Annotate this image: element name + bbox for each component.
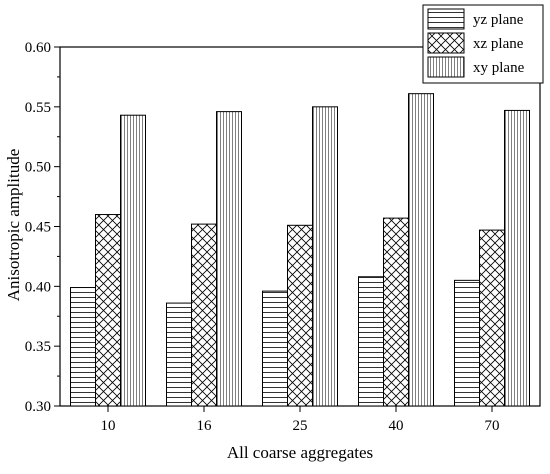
- bar-xz-plane-25: [287, 224, 313, 407]
- y-tick-label: 0.55: [25, 100, 51, 116]
- y-tick-label: 0.50: [25, 160, 51, 176]
- bar-xz-plane-16: [191, 223, 217, 407]
- legend-swatch-xz-plane: [427, 32, 465, 54]
- bar-xz-plane-40: [383, 217, 409, 407]
- bar-xy-plane-25: [312, 106, 338, 407]
- y-tick-label: 0.40: [25, 279, 51, 295]
- bar-yz-plane-40: [358, 276, 384, 407]
- legend-swatch-yz-plane: [427, 8, 465, 30]
- y-axis-ticks: 0.30 0.35 0.40 0.45 0.50 0.55 0.60: [25, 40, 60, 415]
- legend-swatch-xy-plane: [427, 56, 465, 78]
- x-tick-label: 10: [101, 418, 116, 434]
- bar-yz-plane-25: [262, 290, 288, 407]
- x-tick-label: 40: [389, 418, 404, 434]
- bar-xy-plane-40: [408, 93, 434, 407]
- y-tick-label: 0.60: [25, 40, 51, 56]
- legend: yz plane xz plane xy plane: [422, 4, 544, 84]
- y-tick-label: 0.35: [25, 339, 51, 355]
- bars: [70, 93, 530, 407]
- bar-xy-plane-10: [120, 114, 146, 407]
- x-axis-title: All coarse aggregates: [227, 443, 373, 462]
- x-tick-label: 25: [293, 418, 308, 434]
- x-tick-label: 16: [197, 418, 213, 434]
- bar-xz-plane-70: [479, 229, 505, 407]
- legend-label: yz plane: [473, 12, 524, 28]
- y-tick-label: 0.30: [25, 399, 51, 415]
- bar-yz-plane-10: [70, 287, 96, 407]
- x-tick-label: 70: [485, 418, 500, 434]
- bar-yz-plane-16: [166, 302, 192, 407]
- bar-yz-plane-70: [454, 279, 480, 407]
- bar-xy-plane-16: [216, 111, 242, 407]
- x-axis-ticks: 10 16 25 40 70: [101, 406, 500, 434]
- y-axis-title: Anisotropic amplitude: [4, 149, 23, 302]
- legend-label: xz plane: [473, 36, 524, 52]
- legend-label: xy plane: [473, 60, 525, 76]
- y-tick-label: 0.45: [25, 220, 51, 236]
- bar-xz-plane-10: [95, 214, 121, 407]
- bar-xy-plane-70: [504, 109, 530, 407]
